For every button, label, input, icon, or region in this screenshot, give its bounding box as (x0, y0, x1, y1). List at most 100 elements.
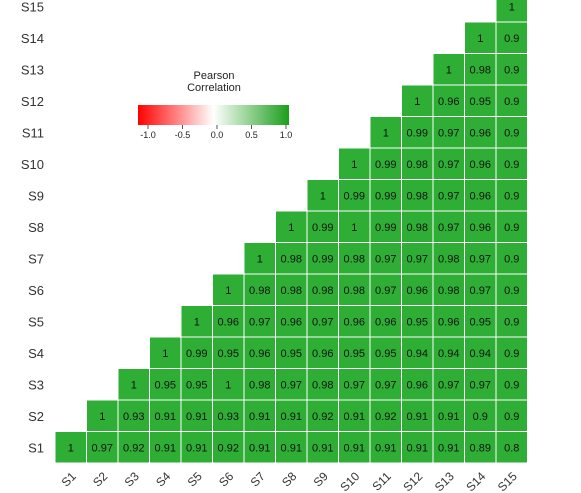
heatmap-cell: 0.94 (432, 336, 465, 369)
cell-value: 1 (288, 222, 294, 234)
row-label: S12 (21, 94, 44, 109)
cell-fill (401, 179, 434, 212)
cell-value: 0.91 (281, 442, 302, 454)
heatmap-cell: 0.9 (495, 242, 528, 275)
heatmap-cell: 1 (149, 336, 182, 369)
column-label: S6 (216, 469, 237, 490)
cell-value: 0.91 (438, 411, 459, 423)
cell-fill (275, 273, 308, 306)
heatmap-cell: 0.96 (432, 305, 465, 338)
row-label: S8 (28, 220, 44, 235)
cell-fill (243, 368, 276, 401)
cell-value: 0.9 (504, 316, 519, 328)
heatmap-cell: 0.95 (401, 305, 434, 338)
cell-fill (432, 399, 465, 432)
legend-tick-label: 1.0 (280, 130, 293, 140)
cell-value: 0.99 (312, 222, 333, 234)
heatmap-cell: 0.96 (401, 368, 434, 401)
cell-fill (432, 179, 465, 212)
cell-value: 1 (68, 442, 74, 454)
cell-fill (275, 242, 308, 275)
heatmap-cell: 0.98 (243, 273, 276, 306)
cell-value: 0.96 (438, 96, 459, 108)
cell-value: 0.99 (186, 348, 207, 360)
cell-value: 0.95 (407, 316, 428, 328)
cell-fill (338, 305, 371, 338)
cell-fill (464, 179, 497, 212)
heatmap-cell: 1 (401, 84, 434, 117)
cell-value: 0.97 (375, 379, 396, 391)
cell-value: 0.98 (344, 253, 365, 265)
heatmap-cell: 0.91 (401, 431, 434, 464)
heatmap-cell: 0.89 (464, 431, 497, 464)
cell-value: 0.98 (249, 379, 270, 391)
cell-value: 0.91 (344, 411, 365, 423)
cell-value: 0.97 (470, 285, 491, 297)
cell-fill (212, 431, 245, 464)
heatmap-cell: 0.9 (495, 84, 528, 117)
cell-value: 0.97 (438, 222, 459, 234)
cell-value: 0.98 (312, 285, 333, 297)
cell-value: 0.91 (344, 442, 365, 454)
heatmap-cell: 0.91 (180, 399, 213, 432)
cell-value: 1 (351, 222, 357, 234)
cell-value: 0.92 (312, 411, 333, 423)
cell-fill (464, 147, 497, 180)
heatmap-cell: 0.96 (432, 84, 465, 117)
heatmap-cell: 0.96 (464, 147, 497, 180)
heatmap-cell: 0.98 (432, 273, 465, 306)
column-label: S9 (311, 469, 332, 490)
cell-fill (401, 242, 434, 275)
heatmap-cell: 0.96 (212, 305, 245, 338)
legend-tick-label: 0.5 (245, 130, 258, 140)
heatmap-cell: 0.97 (369, 242, 402, 275)
heatmap-cell: 0.97 (464, 273, 497, 306)
cell-value: 0.98 (281, 285, 302, 297)
heatmap-cell: 0.91 (275, 431, 308, 464)
cell-value: 0.97 (375, 285, 396, 297)
cell-fill (338, 336, 371, 369)
cell-fill (401, 116, 434, 149)
heatmap-cell: 0.97 (369, 273, 402, 306)
cell-value: 0.96 (407, 379, 428, 391)
cell-value: 0.9 (504, 127, 519, 139)
cell-fill (464, 210, 497, 243)
cell-value: 0.93 (218, 411, 239, 423)
heatmap-cell: 0.97 (432, 147, 465, 180)
heatmap-cell: 0.97 (306, 305, 339, 338)
cell-fill (401, 84, 434, 117)
cell-value: 0.9 (504, 379, 519, 391)
cell-fill (401, 210, 434, 243)
cell-value: 0.95 (470, 316, 491, 328)
heatmap-cell: 0.91 (275, 399, 308, 432)
heatmap-cell: 1 (464, 21, 497, 54)
column-label: S4 (153, 469, 174, 490)
heatmap-cell: 0.98 (275, 273, 308, 306)
cell-value: 0.94 (407, 348, 428, 360)
heatmap-cell: 0.98 (338, 273, 371, 306)
row-label: S13 (21, 62, 44, 77)
cell-value: 0.95 (155, 379, 176, 391)
cell-fill (495, 242, 528, 275)
column-label: S11 (369, 469, 394, 493)
cell-fill (369, 368, 402, 401)
cell-fill (495, 147, 528, 180)
cell-value: 0.98 (407, 222, 428, 234)
cell-fill (180, 399, 213, 432)
cell-fill (212, 336, 245, 369)
legend-title-line1: Pearson (194, 70, 235, 82)
cell-value: 0.9 (504, 348, 519, 360)
column-label: S1 (59, 469, 80, 490)
heatmap-cell: 1 (243, 242, 276, 275)
heatmap-cell: 0.99 (369, 179, 402, 212)
cell-value: 0.98 (438, 285, 459, 297)
heatmap-cell: 0.9 (495, 336, 528, 369)
heatmap-cell: 0.98 (306, 368, 339, 401)
row-label: S1 (28, 440, 44, 455)
cell-fill (86, 431, 119, 464)
cell-fill (401, 305, 434, 338)
cell-value: 0.92 (123, 442, 144, 454)
legend-title-line2: Correlation (187, 82, 241, 94)
heatmap-cell: 0.94 (401, 336, 434, 369)
